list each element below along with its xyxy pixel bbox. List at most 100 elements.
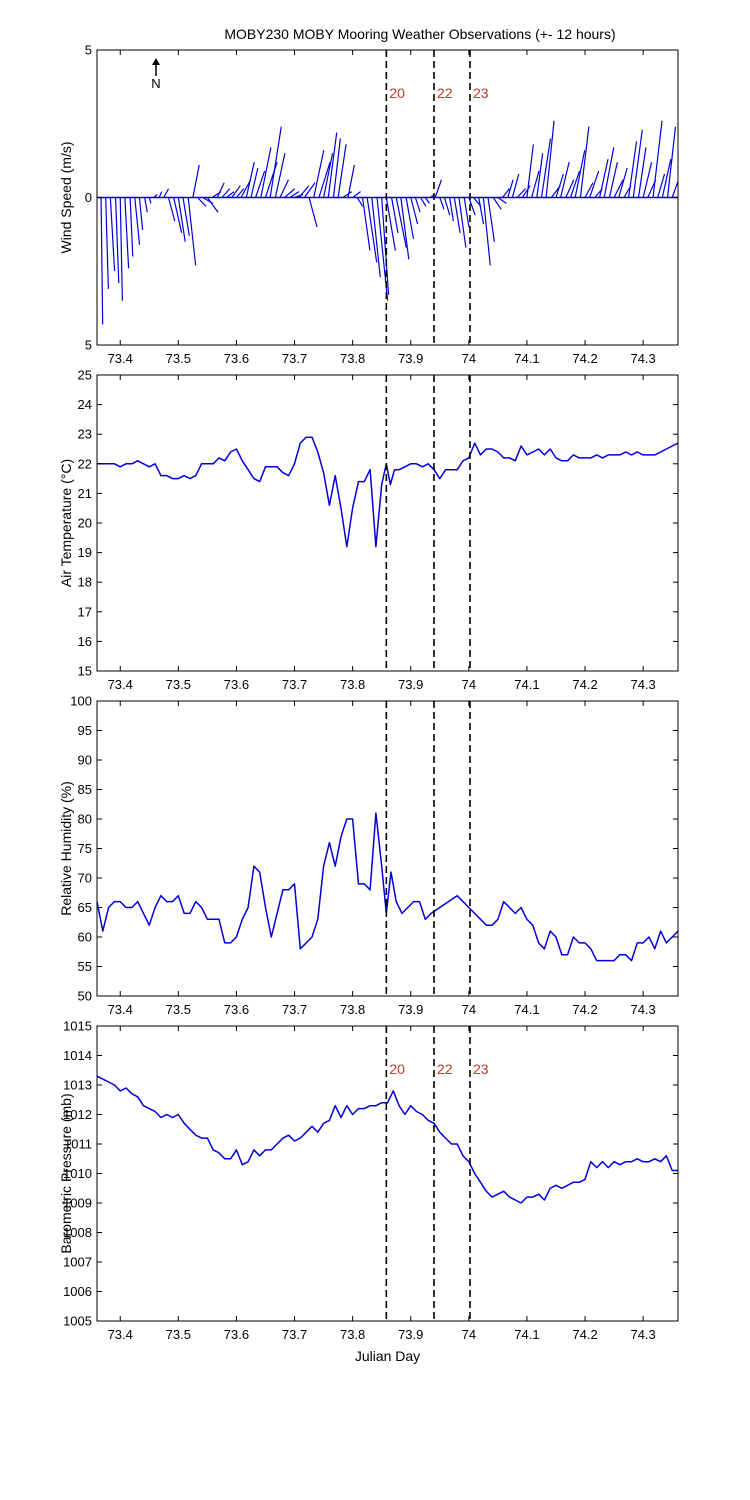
wind-vector-44	[313, 150, 325, 198]
event-label-22: 22	[437, 1061, 453, 1077]
wind-vector-112	[642, 161, 653, 198]
y-tick-label: 1011	[64, 1137, 92, 1152]
wind-vector-103	[598, 159, 609, 198]
wind-vector-48	[332, 138, 341, 198]
wind-vector-80	[487, 197, 495, 242]
x-tick-label: 73.5	[166, 1002, 191, 1017]
wind-vector-84	[507, 179, 514, 198]
wind-vector-110	[632, 129, 643, 198]
wind-vector-6	[129, 197, 134, 257]
x-tick-label: 74.3	[630, 1327, 655, 1342]
wind-vector-101	[589, 170, 600, 198]
y-tick-label: 1006	[63, 1284, 92, 1299]
x-tick-label: 74.3	[630, 351, 655, 366]
wind-vector-64	[410, 197, 419, 225]
wind-vector-32	[255, 170, 266, 198]
wind-vector-30	[245, 161, 255, 198]
wind-vector-95	[560, 161, 570, 198]
wind-vector-0	[100, 197, 104, 325]
wind-vector-62	[400, 197, 410, 260]
plot-area	[97, 375, 678, 671]
x-tick-label: 73.5	[166, 351, 191, 366]
x-tick-label: 74.3	[630, 677, 655, 692]
wind-vector-70	[439, 197, 445, 210]
wind-vector-94	[555, 173, 564, 198]
x-tick-label: 73.9	[398, 351, 423, 366]
x-tick-label: 74.2	[572, 351, 597, 366]
x-tick-label: 73.4	[108, 677, 133, 692]
wind-vector-14	[167, 197, 176, 222]
x-tick-label: 74.1	[514, 677, 539, 692]
panel-air_temperature: 73.4 73.5 73.6 73.7 73.8 73.9 74 74.1 74.2 74.3 15…	[58, 368, 679, 692]
x-axis-label: Julian Day	[355, 1348, 420, 1364]
x-tick-label: 74.3	[630, 1002, 655, 1017]
data-layer	[97, 812, 678, 962]
x-tick-label: 74.1	[514, 351, 539, 366]
wind-vector-26	[226, 191, 235, 198]
data-layer	[97, 1075, 678, 1204]
wind-vector-114	[652, 120, 663, 198]
wind-vector-18	[187, 197, 197, 266]
x-tick-label: 73.6	[224, 1002, 249, 1017]
x-tick-label: 73.7	[282, 677, 307, 692]
wind-vector-24	[216, 182, 225, 198]
y-tick-label: 90	[78, 753, 92, 768]
y-tick-label: 55	[78, 959, 92, 974]
wind-vector-25	[221, 188, 231, 198]
wind-vector-20	[197, 197, 207, 207]
wind-vector-53	[356, 197, 364, 207]
x-tick-label: 74.1	[514, 1327, 539, 1342]
y-tick-label: 24	[78, 397, 92, 412]
wind-vector-58	[381, 197, 390, 295]
chart-title: MOBY230 MOBY Mooring Weather Observation…	[224, 26, 615, 42]
x-tick-label: 73.4	[108, 351, 133, 366]
data-layer	[97, 436, 678, 548]
wind-vector-50	[342, 191, 353, 199]
series-line-relative_humidity	[97, 812, 678, 962]
wind-vector-75	[463, 197, 470, 228]
wind-vector-55	[366, 197, 378, 263]
wind-vector-89	[531, 170, 540, 198]
wind-vector-83	[502, 188, 510, 198]
wind-vector-45	[318, 161, 331, 198]
wind-vector-47	[327, 132, 338, 198]
wind-vector-54	[361, 197, 371, 251]
wind-vector-91	[540, 138, 552, 198]
wind-vector-1	[105, 197, 109, 289]
x-tick-label: 74.2	[572, 677, 597, 692]
y-tick-label: 1014	[63, 1048, 92, 1063]
panel-wind: 20 22 23 73.4 73.5 73.6 73.7 73.8 73.9 74 74.1 74.2…	[58, 43, 679, 366]
x-tick-label: 73.9	[398, 1327, 423, 1342]
x-tick-label: 73.5	[166, 677, 191, 692]
wind-vector-96	[565, 179, 575, 198]
wind-vector-116	[661, 159, 672, 198]
wind-vector-86	[516, 188, 526, 198]
wind-vector-33	[260, 147, 272, 198]
panel-relative_humidity: 73.4 73.5 73.6 73.7 73.8 73.9 74 74.1 74.2 74.3 50…	[58, 694, 679, 1017]
wind-vector-82	[497, 197, 507, 204]
x-tick-label: 73.5	[166, 1327, 191, 1342]
x-tick-label: 74	[462, 351, 476, 366]
wind-vector-109	[628, 141, 638, 198]
wind-vector-79	[482, 197, 491, 266]
wind-vector-2	[109, 197, 116, 272]
x-tick-label: 73.8	[340, 1002, 365, 1017]
north-arrowhead-icon	[152, 58, 160, 65]
y-axis-label: Wind Speed (m/s)	[58, 141, 74, 253]
wind-vector-81	[492, 197, 502, 210]
wind-vector-9	[144, 197, 148, 213]
plot-area	[97, 1026, 678, 1321]
wind-vector-17	[182, 197, 190, 236]
wind-vector-51	[347, 164, 355, 198]
x-tick-label: 73.7	[282, 1002, 307, 1017]
plot-area	[97, 701, 678, 996]
x-tick-label: 73.7	[282, 351, 307, 366]
wind-vector-100	[584, 182, 594, 198]
x-tick-label: 74	[462, 677, 476, 692]
x-tick-label: 74	[462, 1002, 476, 1017]
wind-vector-43	[308, 197, 318, 228]
wind-vector-38	[284, 188, 296, 198]
y-tick-label: 1013	[63, 1078, 92, 1093]
x-tick-label: 73.7	[282, 1327, 307, 1342]
